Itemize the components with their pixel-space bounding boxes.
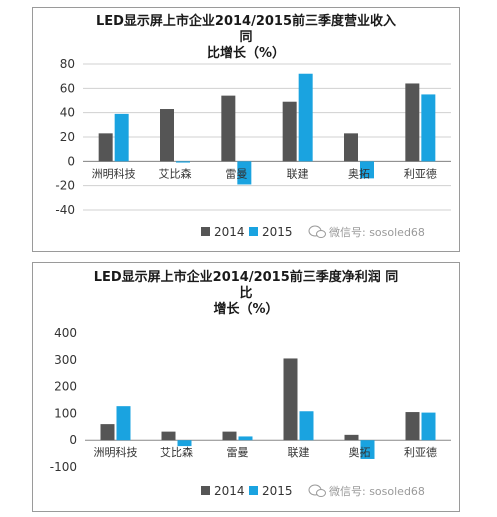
bar-2015-1: [177, 440, 192, 447]
y-tick-label: 60: [60, 81, 75, 95]
chart-title-line2: 比增长（%）: [206, 46, 286, 61]
bar-2015-4: [360, 161, 374, 179]
y-tick-label: -100: [50, 460, 77, 474]
bar-2015-3: [298, 73, 313, 162]
bar-2015-2: [238, 436, 253, 441]
bar-2015-5: [421, 412, 436, 441]
bar-2015-3: [299, 411, 314, 441]
chart-panel-revenue: LED显示屏上市企业2014/2015前三季度营业收入 同 比增长（%） 80 6…: [32, 7, 460, 252]
bar-2014-1: [160, 109, 174, 162]
x-category-label: 雷曼: [227, 446, 249, 459]
x-category-label: 洲明科技: [92, 166, 136, 180]
chart-title-line2: 增长（%）: [213, 302, 279, 317]
x-category-label: 联建: [288, 445, 310, 459]
bar-2015-0: [114, 113, 129, 162]
y-tick-label: 40: [60, 106, 75, 120]
y-tick-label: 400: [54, 326, 77, 340]
y-tick-label: 0: [69, 433, 77, 447]
chart-title: LED显示屏上市企业2014/2015前三季度净利润 同比 增长（%）: [93, 270, 399, 318]
chart-panel-profit: LED显示屏上市企业2014/2015前三季度净利润 同比 增长（%） 400 3…: [32, 262, 460, 512]
x-category-label: 利亚德: [404, 445, 437, 459]
bar-2014-4: [344, 434, 359, 441]
y-tick-label: 200: [54, 380, 77, 394]
wechat-icon-bubble-small: [316, 230, 326, 238]
chart-title-line1: LED显示屏上市企业2014/2015前三季度营业收入 同: [95, 14, 397, 45]
wechat-icon: [308, 225, 326, 238]
y-tick-label: 0: [67, 154, 75, 168]
bar-2015-4: [360, 440, 375, 459]
x-category-label: 奥拓: [349, 445, 371, 459]
x-category-label: 艾比森: [159, 166, 192, 180]
y-tick-label: 100: [54, 406, 77, 420]
bar-2015-0: [116, 406, 131, 441]
bar-2015-5: [421, 94, 436, 162]
watermark-text: 微信号: sosoled68: [329, 225, 425, 239]
legend-label-2014: 2014: [214, 225, 245, 239]
y-tick-label: -20: [55, 179, 75, 193]
bar-2014-5: [405, 412, 420, 441]
y-tick-label: 80: [60, 57, 75, 71]
legend-swatch-2014: [201, 486, 210, 495]
x-category-label: 联建: [287, 166, 309, 180]
x-category-label: 雷曼: [225, 167, 247, 180]
bar-2015-2: [237, 161, 252, 185]
legend-label-2015: 2015: [262, 484, 293, 498]
chart-title-line1: LED显示屏上市企业2014/2015前三季度净利润 同比: [93, 270, 399, 301]
x-category-label: 利亚德: [404, 166, 437, 180]
bar-2014-3: [282, 101, 297, 162]
y-tick-label: 20: [60, 130, 75, 144]
legend-label-2015: 2015: [262, 225, 293, 239]
wechat-icon-bubble-small: [316, 489, 326, 497]
chart-canvas: 400 300 200 100 0 -100 洲明科技 艾比森 雷曼 联建 奥拓 利亚德 2014 201…: [50, 326, 451, 498]
bar-2014-0: [98, 133, 113, 162]
legend-swatch-2015: [249, 227, 258, 236]
y-tick-label: -40: [55, 203, 75, 217]
x-category-label: 洲明科技: [94, 445, 138, 459]
legend-swatch-2014: [201, 227, 210, 236]
legend-swatch-2015: [249, 486, 258, 495]
y-tick-label: 300: [54, 353, 77, 367]
watermark-text: 微信号: sosoled68: [329, 484, 425, 498]
chart-canvas: 80 60 40 20 0 -20 -40 洲明科技 艾比森 雷曼 联建 奥拓 利亚德 2014 2015 微…: [55, 57, 451, 239]
bar-2014-4: [344, 133, 358, 162]
legend-label-2014: 2014: [214, 484, 245, 498]
bar-2014-2: [221, 95, 236, 162]
bar-2014-0: [100, 424, 115, 441]
bar-2014-1: [161, 431, 176, 441]
chart-title: LED显示屏上市企业2014/2015前三季度营业收入 同 比增长（%）: [93, 14, 399, 62]
x-category-label: 艾比森: [160, 445, 193, 459]
bar-2014-2: [222, 431, 237, 441]
bar-2014-5: [405, 83, 420, 162]
x-category-label: 奥拓: [348, 166, 370, 180]
bar-2014-3: [283, 358, 298, 441]
bar-2015-1: [176, 161, 190, 163]
wechat-icon: [308, 484, 326, 497]
